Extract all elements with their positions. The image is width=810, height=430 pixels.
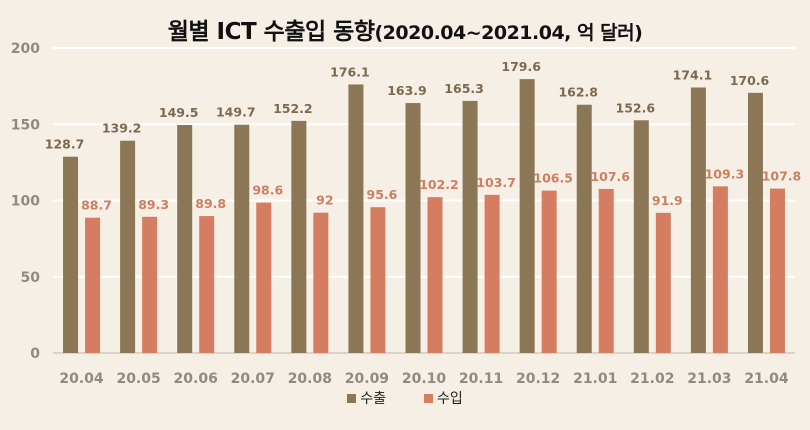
x-axis-ticks: 20.04 20.05 20.06 20.07 20.08 20.09 20.10 20.11… [59, 371, 788, 387]
legend-label-export: 수출 [360, 391, 386, 407]
y-tick-label: 50 [21, 270, 41, 286]
data-label-export: 152.2 [273, 101, 313, 116]
x-tick-label: 21.04 [744, 371, 789, 387]
data-label-export: 176.1 [330, 64, 370, 79]
data-label-export: 139.2 [102, 121, 142, 136]
chart-title-main: 월별 ICT 수출입 동향 [167, 19, 375, 45]
data-label-import: 91.9 [652, 193, 683, 208]
y-tick-label: 150 [11, 117, 40, 133]
bar-import [142, 216, 158, 353]
data-label-export: 152.6 [616, 100, 656, 115]
data-label-export: 149.7 [216, 105, 256, 120]
data-label-export: 165.3 [444, 81, 484, 96]
x-tick-label: 20.06 [174, 371, 218, 387]
bar-export [462, 100, 478, 353]
data-label-import: 89.8 [195, 196, 226, 211]
data-label-import: 89.3 [138, 197, 169, 212]
bars [63, 79, 785, 354]
y-tick-label: 100 [11, 194, 40, 210]
bar-import [370, 207, 386, 353]
data-label-export: 174.1 [673, 67, 713, 82]
data-label-export: 128.7 [45, 137, 85, 152]
data-label-export: 149.5 [159, 105, 199, 120]
bar-export [177, 125, 193, 353]
legend-item-export[interactable]: 수출 [347, 388, 386, 408]
bar-export [348, 84, 364, 353]
data-label-import: 107.6 [590, 169, 630, 184]
bar-import [484, 194, 500, 353]
bar-import [199, 216, 215, 353]
x-tick-label: 20.07 [231, 371, 275, 387]
y-axis-ticks: 0 50 100 150 200 [11, 41, 40, 362]
bar-export [405, 103, 421, 354]
data-label-export: 179.6 [501, 59, 541, 74]
legend-item-import[interactable]: 수입 [424, 388, 463, 408]
bar-export [291, 120, 307, 354]
bar-export [519, 79, 535, 354]
data-label-import: 103.7 [476, 175, 516, 190]
data-label-import: 88.7 [81, 198, 112, 213]
bar-import [256, 202, 272, 353]
chart-title: 월별 ICT 수출입 동향(2020.04~2021.04, 억 달러) [0, 12, 810, 46]
data-label-import: 98.6 [252, 183, 283, 198]
x-tick-label: 20.12 [516, 371, 560, 387]
data-label-export: 170.6 [730, 73, 770, 88]
bar-import [313, 212, 329, 353]
legend-swatch-export [347, 393, 357, 403]
bar-import [541, 190, 557, 353]
legend-label-import: 수입 [437, 391, 463, 407]
data-label-import: 109.3 [705, 166, 745, 181]
data-label-import: 92 [316, 193, 333, 208]
bar-export [633, 120, 649, 353]
x-tick-label: 20.04 [59, 371, 104, 387]
gridlines [53, 47, 795, 354]
bar-export [120, 140, 136, 353]
data-label-import: 102.2 [419, 177, 459, 192]
data-labels: 128.7 88.7 139.2 89.3 149.5 89.8 149.7 98.6 152.… [45, 59, 801, 213]
bar-import [655, 212, 671, 353]
x-tick-label: 21.03 [687, 371, 731, 387]
bar-export [747, 92, 763, 354]
x-tick-label: 20.11 [459, 371, 503, 387]
y-tick-label: 0 [30, 346, 40, 362]
bar-import [769, 188, 785, 353]
bar-import [712, 186, 728, 353]
chart-subtitle: (2020.04~2021.04, 억 달러) [374, 22, 643, 44]
x-tick-label: 20.10 [402, 371, 447, 387]
x-tick-label: 21.02 [630, 371, 674, 387]
data-label-export: 163.9 [387, 83, 427, 98]
bar-export [690, 87, 706, 353]
data-label-import: 95.6 [367, 187, 398, 202]
x-tick-label: 20.05 [116, 371, 160, 387]
x-tick-label: 21.01 [573, 371, 617, 387]
bar-export [576, 104, 592, 353]
legend: 수출 수입 [0, 388, 810, 408]
bar-import [598, 188, 614, 353]
x-tick-label: 20.09 [345, 371, 389, 387]
bar-import [427, 197, 443, 353]
legend-swatch-import [424, 393, 433, 403]
bar-export [234, 124, 250, 354]
bar-import [85, 217, 101, 353]
data-label-import: 106.5 [533, 171, 573, 186]
x-tick-label: 20.08 [288, 371, 332, 387]
data-label-import: 107.8 [762, 169, 802, 184]
y-tick-label: 200 [11, 41, 40, 57]
bar-export [63, 156, 79, 353]
data-label-export: 162.8 [558, 85, 598, 100]
